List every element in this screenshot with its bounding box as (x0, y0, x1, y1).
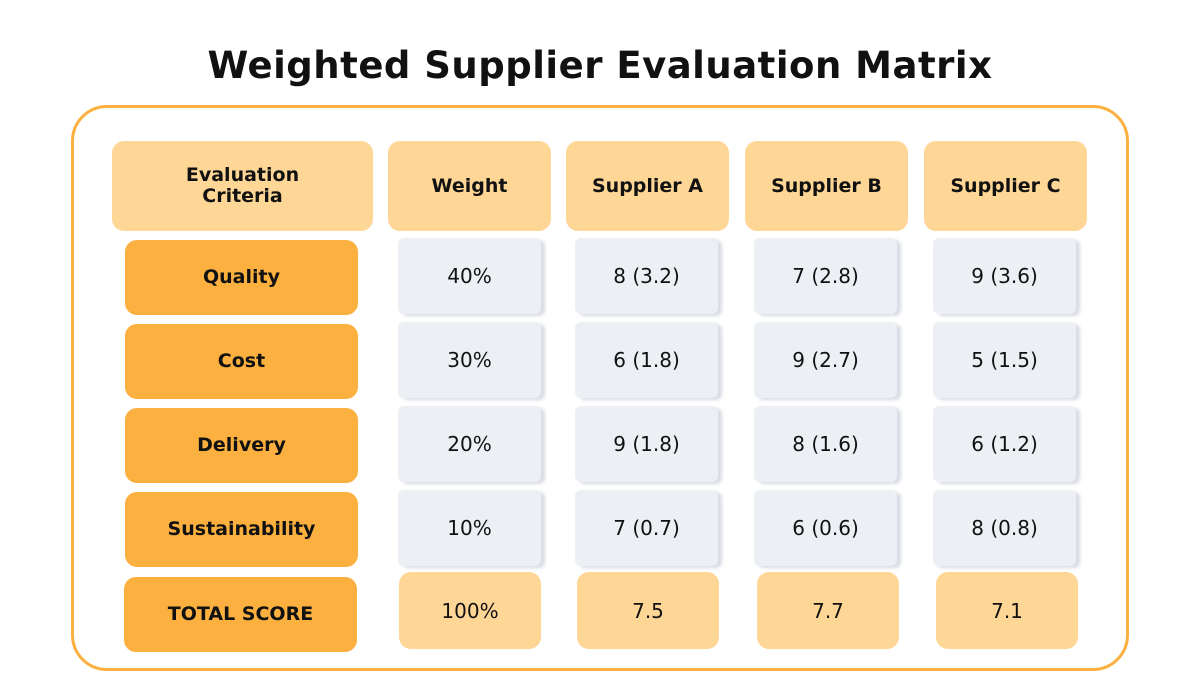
total-cell: 7.7 (757, 572, 899, 649)
criteria-label: Cost (125, 324, 358, 399)
header-cell: Supplier A (566, 141, 729, 231)
score-cell: 8 (1.6) (754, 406, 897, 482)
score-cell: 6 (0.6) (754, 490, 897, 566)
total-cell: 100% (399, 572, 541, 649)
score-cell: 5 (1.5) (933, 322, 1076, 398)
score-cell: 8 (3.2) (575, 238, 718, 314)
score-cell: 9 (1.8) (575, 406, 718, 482)
score-cell: 6 (1.8) (575, 322, 718, 398)
total-cell: 7.1 (936, 572, 1078, 649)
score-cell: 7 (0.7) (575, 490, 718, 566)
score-cell: 40% (398, 238, 541, 314)
header-cell: Evaluation Criteria (112, 141, 373, 231)
score-cell: 9 (2.7) (754, 322, 897, 398)
score-cell: 20% (398, 406, 541, 482)
score-cell: 6 (1.2) (933, 406, 1076, 482)
score-cell: 9 (3.6) (933, 238, 1076, 314)
criteria-label: Quality (125, 240, 358, 315)
total-score-label: TOTAL SCORE (124, 577, 357, 652)
header-cell: Weight (388, 141, 551, 231)
header-cell: Supplier C (924, 141, 1087, 231)
criteria-label: Delivery (125, 408, 358, 483)
score-cell: 8 (0.8) (933, 490, 1076, 566)
header-cell: Supplier B (745, 141, 908, 231)
matrix-frame (71, 105, 1129, 671)
total-cell: 7.5 (577, 572, 719, 649)
criteria-label: Sustainability (125, 492, 358, 567)
score-cell: 7 (2.8) (754, 238, 897, 314)
score-cell: 10% (398, 490, 541, 566)
page-title: Weighted Supplier Evaluation Matrix (207, 44, 993, 87)
score-cell: 30% (398, 322, 541, 398)
